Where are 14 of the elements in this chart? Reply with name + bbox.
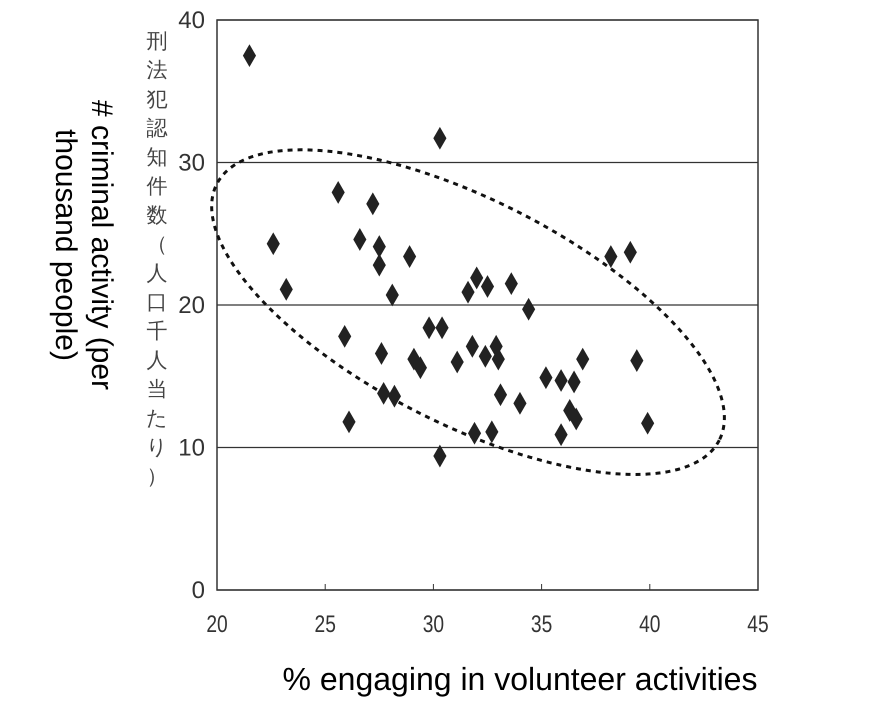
text: 刑法犯認知件数（人口千人当たり） — [146, 30, 168, 488]
x-tick-label: 35 — [530, 610, 552, 638]
x-axis-title: % engaging in volunteer activities — [282, 661, 758, 697]
text: # criminal activity (per thousand people) — [49, 100, 118, 390]
x-tick-label: 25 — [314, 610, 336, 638]
y-tick-label: 40 — [178, 7, 205, 34]
y-tick-label: 0 — [192, 577, 205, 604]
x-tick-label: 45 — [747, 610, 769, 638]
y-tick-label: 20 — [178, 292, 205, 319]
x-tick-label: 30 — [422, 610, 444, 638]
x-tick-label: 40 — [639, 610, 660, 638]
y-tick-label: 30 — [178, 150, 205, 176]
y-tick-label: 10 — [178, 434, 205, 462]
x-tick-label: 20 — [206, 610, 228, 638]
